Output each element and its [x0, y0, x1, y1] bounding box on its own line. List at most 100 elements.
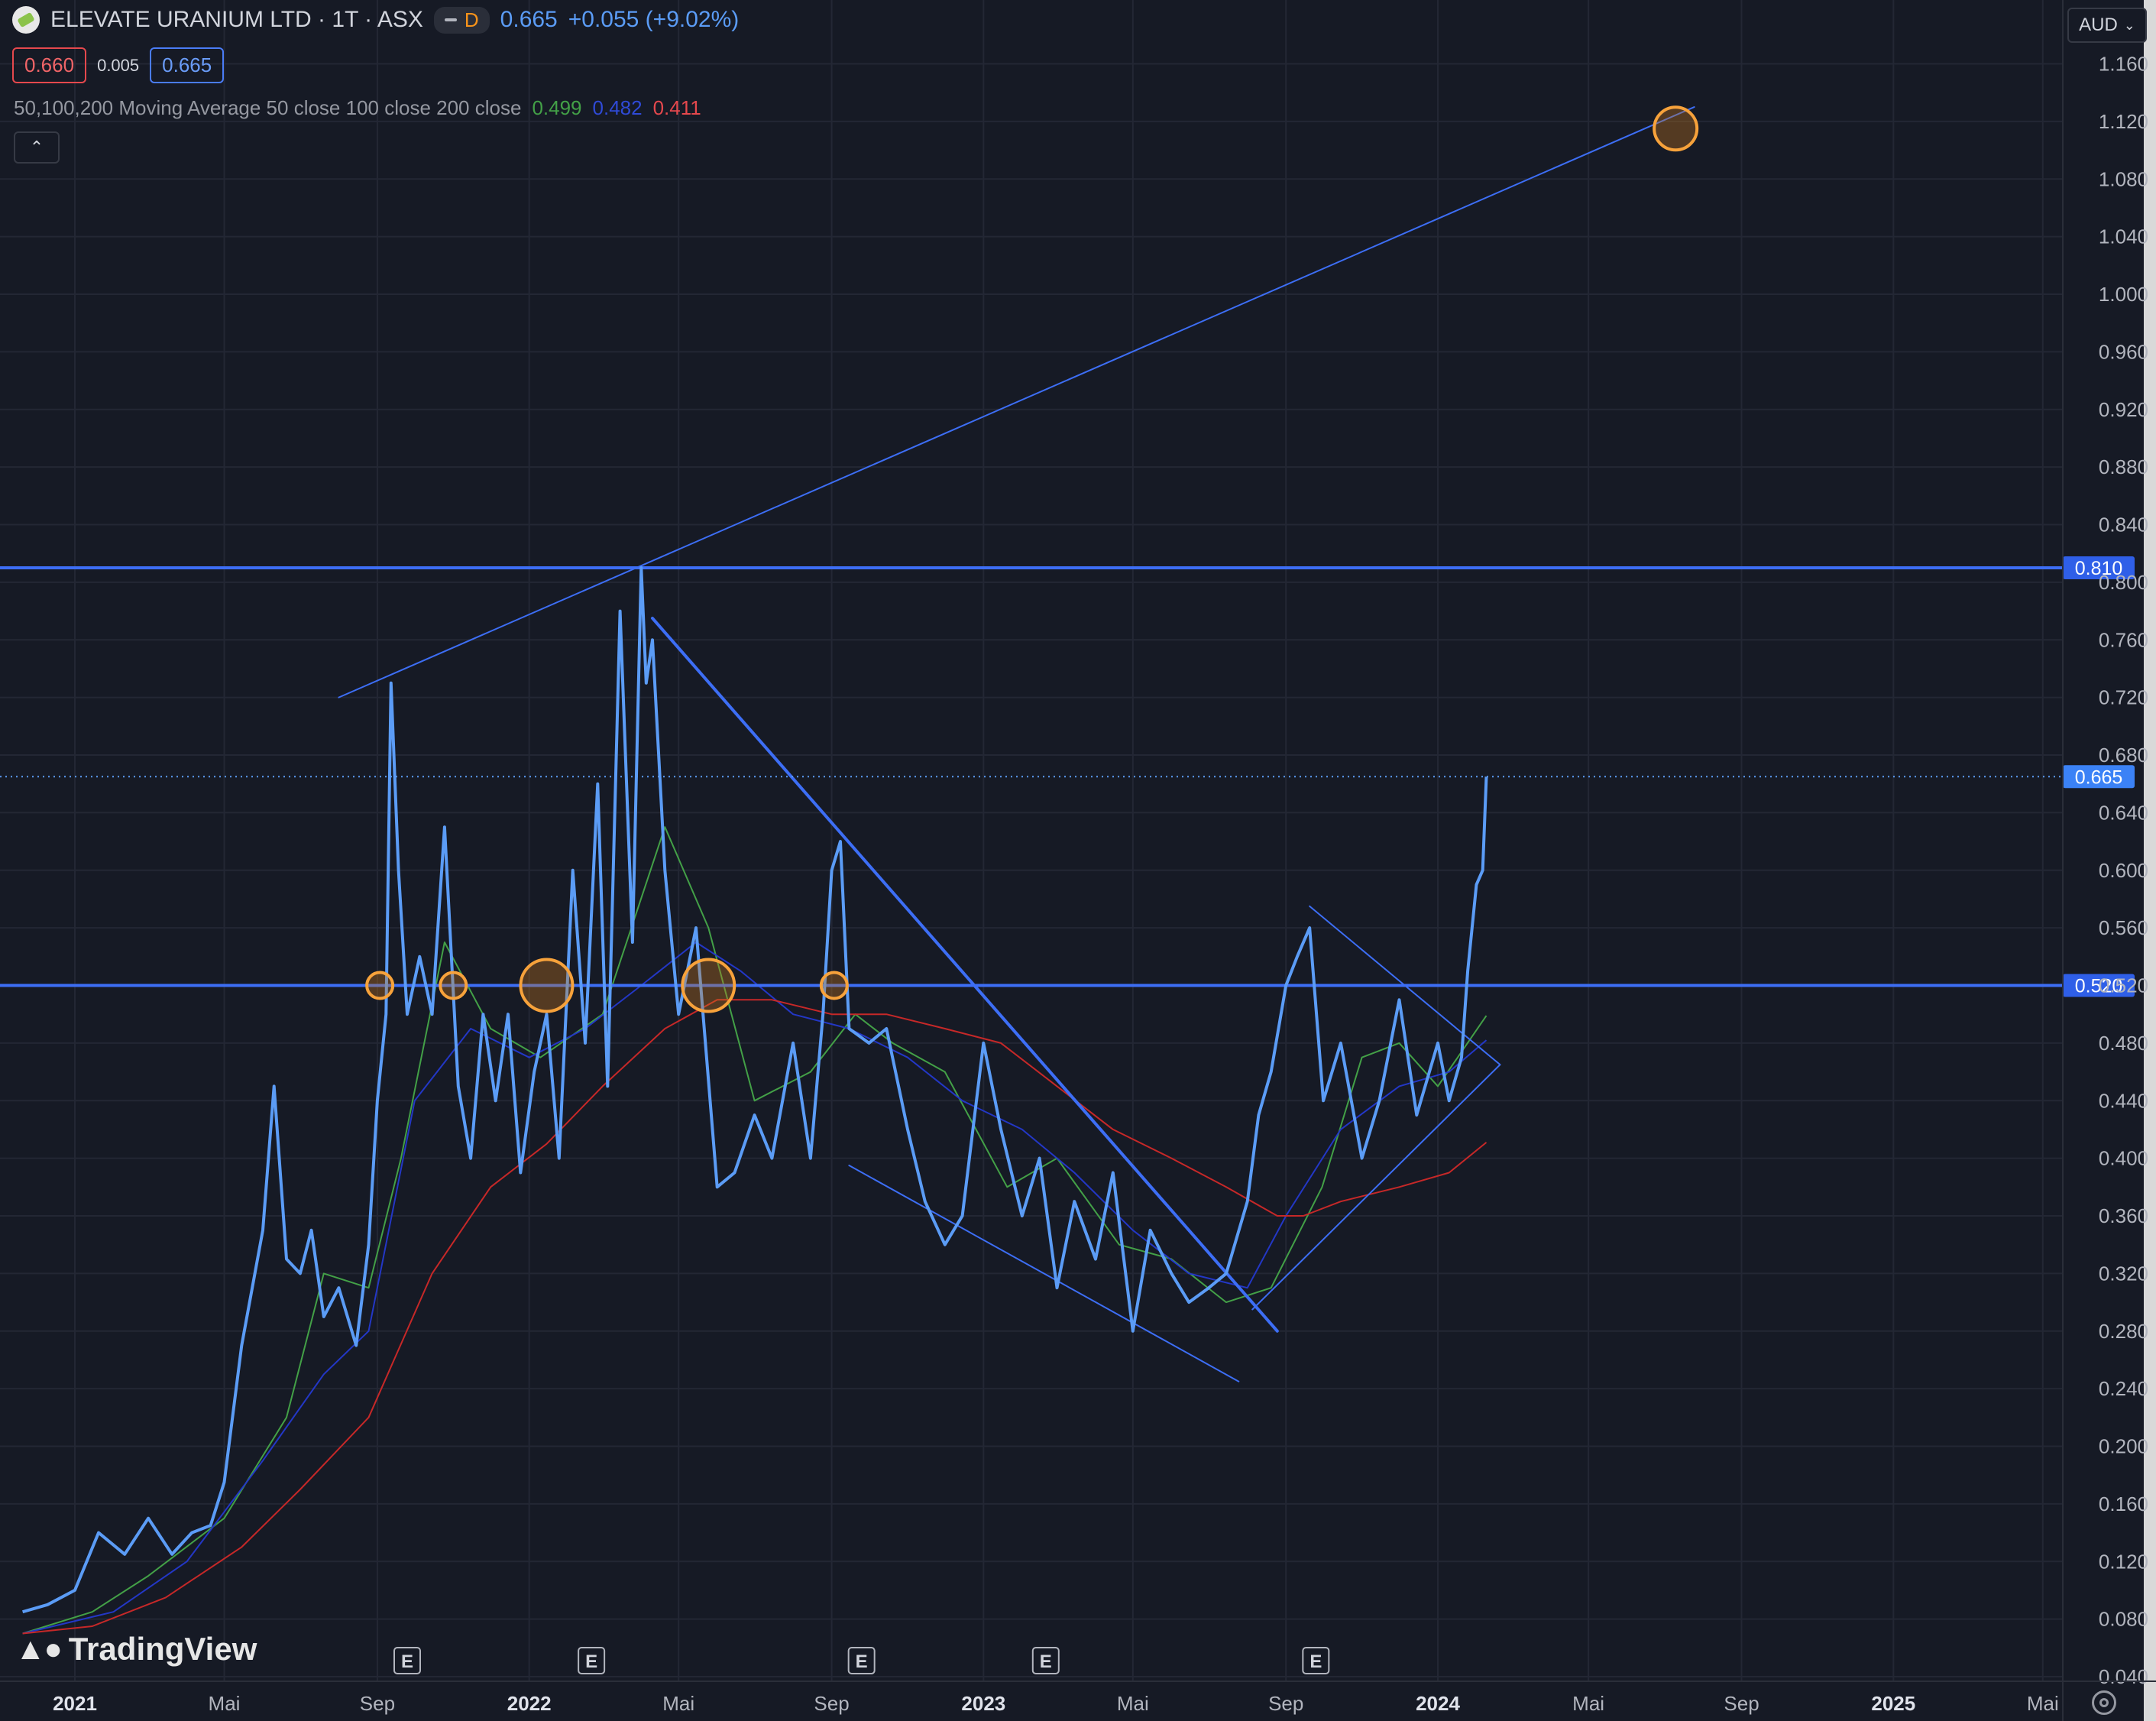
interval-label: D	[464, 8, 479, 31]
level-label: 0.520	[2075, 976, 2123, 997]
ask-price-button[interactable]: 0.665	[150, 47, 225, 83]
tradingview-mark-icon: ▲●	[15, 1632, 63, 1666]
y-tick-label: 0.840	[2099, 514, 2148, 536]
y-tick-label: 0.480	[2099, 1032, 2148, 1055]
highlight-circle[interactable]	[519, 958, 575, 1013]
x-tick-label: Sep	[814, 1692, 849, 1715]
moving-averages	[22, 826, 1488, 1635]
x-tick-label: Sep	[360, 1692, 395, 1715]
earnings-marker-label: E	[401, 1651, 413, 1672]
y-tick-label: 0.880	[2099, 455, 2148, 478]
highlight-circle[interactable]	[439, 971, 468, 1000]
indicator-legend[interactable]: 50,100,200 Moving Average 50 close 100 c…	[14, 96, 701, 120]
level-label-bg	[2063, 974, 2135, 997]
price-change: +0.055 (+9.02%)	[568, 7, 740, 32]
y-tick-label: 1.080	[2099, 167, 2148, 190]
price-line[interactable]	[22, 566, 1488, 1614]
earnings-marker[interactable]	[1302, 1647, 1330, 1674]
interval-badge[interactable]: D	[433, 6, 490, 34]
y-tick-label: 0.360	[2099, 1204, 2148, 1227]
minus-icon	[444, 18, 457, 21]
y-tick-label: 0.160	[2099, 1493, 2148, 1515]
y-tick-label: 0.800	[2099, 571, 2148, 594]
current-price-label: 0.665	[2075, 767, 2123, 788]
x-tick-label: 2023	[961, 1692, 1005, 1715]
y-tick-label: 0.760	[2099, 628, 2148, 651]
x-tick-label: Mai	[209, 1692, 241, 1715]
y-tick-label: 0.120	[2099, 1550, 2148, 1573]
ma50-line	[22, 826, 1488, 1635]
scrollbar[interactable]	[2144, 0, 2156, 1721]
x-tick-label: Mai	[1117, 1692, 1149, 1715]
ma50-value: 0.499	[532, 96, 582, 119]
symbol-header: ELEVATE URANIUM LTD · 1T · ASX D 0.665 +…	[12, 6, 739, 34]
highlight-circle[interactable]	[681, 958, 736, 1013]
x-tick-label: Sep	[1268, 1692, 1303, 1715]
earnings-marker[interactable]	[578, 1647, 606, 1674]
y-tick-label: 0.040	[2099, 1665, 2148, 1688]
trend-line[interactable]	[338, 106, 1695, 698]
y-tick-label: 1.120	[2099, 110, 2148, 133]
earnings-marker[interactable]	[847, 1647, 876, 1674]
x-tick-label: Sep	[1724, 1692, 1759, 1715]
symbol-title[interactable]: ELEVATE URANIUM LTD · 1T · ASX	[50, 7, 423, 32]
y-tick-label: 1.160	[2099, 53, 2148, 76]
y-tick-label: 0.320	[2099, 1262, 2148, 1285]
tradingview-logo[interactable]: ▲● TradingView	[15, 1631, 257, 1668]
ma200-line	[22, 999, 1488, 1635]
company-logo-icon	[12, 6, 40, 34]
x-tick-label: 2024	[1416, 1692, 1460, 1715]
time-axis: 2021 Mai Sep 2022 Mai Sep 2023 Mai Sep 2024 Mai Sep…	[0, 1680, 2156, 1715]
highlight-circle[interactable]	[365, 971, 395, 1000]
level-label-bg	[2063, 556, 2135, 580]
settings-gear-icon[interactable]	[2092, 1690, 2116, 1715]
x-tick-label: Mai	[662, 1692, 694, 1715]
earnings-marker-label: E	[856, 1651, 868, 1672]
x-tick-label: 2025	[1871, 1692, 1915, 1715]
y-tick-label: 0.080	[2099, 1608, 2148, 1631]
x-tick-label: Mai	[1572, 1692, 1604, 1715]
highlight-circle[interactable]	[1653, 105, 1699, 152]
x-tick-label: Mai	[2027, 1692, 2059, 1715]
price-axis: 0.040 0.080 0.120 0.160 0.200 0.240 0.280 0.320…	[2062, 0, 2156, 1721]
trend-lines	[338, 106, 1695, 1382]
y-tick-label: 0.560	[2099, 916, 2148, 939]
spread-value: 0.005	[97, 55, 140, 75]
ma100-line	[22, 942, 1488, 1635]
earnings-marker[interactable]	[393, 1647, 422, 1674]
y-tick-label: 0.680	[2099, 744, 2148, 767]
y-tick-label: 1.000	[2099, 283, 2148, 306]
trend-line[interactable]	[1309, 905, 1501, 1066]
y-tick-label: 0.920	[2099, 398, 2148, 421]
trend-line[interactable]	[848, 1165, 1240, 1382]
y-tick-label: 0.200	[2099, 1435, 2148, 1458]
trend-line[interactable]	[650, 616, 1279, 1333]
highlight-circles	[365, 105, 1699, 1013]
x-tick-label: 2021	[53, 1692, 97, 1715]
chevron-up-icon: ⌃	[29, 138, 44, 157]
y-tick-label: 0.280	[2099, 1320, 2148, 1343]
current-price-label-bg	[2063, 765, 2135, 789]
trend-line[interactable]	[1251, 1064, 1501, 1311]
y-tick-label: 0.400	[2099, 1147, 2148, 1170]
brand-label: TradingView	[68, 1631, 257, 1667]
ma200-value: 0.411	[652, 96, 701, 119]
y-tick-label: 0.520	[2099, 974, 2148, 997]
price-series: 0.665	[0, 566, 2135, 1614]
earnings-marker[interactable]	[1031, 1647, 1060, 1674]
bid-price-button[interactable]: 0.660	[12, 47, 87, 83]
y-tick-label: 0.640	[2099, 801, 2148, 824]
y-tick-label: 0.720	[2099, 686, 2148, 709]
earnings-marker-label: E	[585, 1651, 597, 1672]
last-price: 0.665	[500, 7, 558, 32]
collapse-legend-button[interactable]: ⌃	[14, 131, 60, 164]
level-label: 0.810	[2075, 558, 2123, 579]
currency-button[interactable]: AUD ⌄	[2067, 8, 2147, 43]
y-tick-label: 0.440	[2099, 1089, 2148, 1112]
highlight-circle[interactable]	[819, 971, 849, 1000]
y-tick-label: 0.240	[2099, 1377, 2148, 1400]
chevron-down-icon: ⌄	[2123, 17, 2135, 33]
y-tick-label: 0.600	[2099, 859, 2148, 882]
